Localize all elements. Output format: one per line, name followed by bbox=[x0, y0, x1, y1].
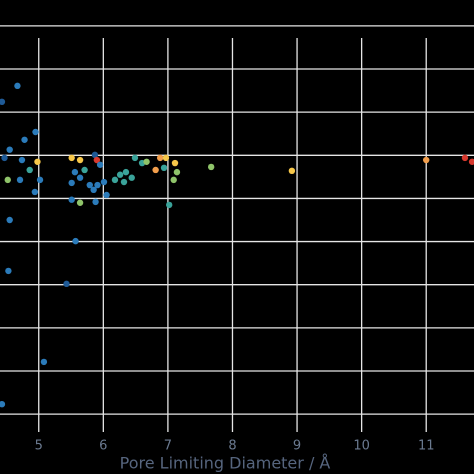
labels: 5 6 7 8 9 10 11 bbox=[35, 439, 435, 454]
point bbox=[14, 82, 21, 90]
point bbox=[76, 156, 84, 164]
point bbox=[165, 201, 173, 209]
point bbox=[131, 154, 139, 162]
point bbox=[120, 178, 128, 186]
grid bbox=[0, 25, 474, 432]
point bbox=[32, 128, 39, 136]
point bbox=[71, 168, 79, 176]
point bbox=[16, 176, 24, 184]
x-tick-label: 7 bbox=[164, 439, 172, 454]
point bbox=[90, 186, 97, 194]
point bbox=[468, 158, 474, 165]
point bbox=[21, 136, 28, 143]
x-tick-label: 6 bbox=[99, 439, 107, 454]
point bbox=[91, 151, 99, 159]
point bbox=[76, 174, 84, 181]
point bbox=[288, 167, 296, 175]
point bbox=[128, 174, 135, 181]
point bbox=[4, 176, 11, 184]
point bbox=[63, 280, 70, 288]
point bbox=[76, 199, 84, 206]
point bbox=[1, 154, 8, 162]
x-tick-label: 11 bbox=[418, 439, 435, 454]
point bbox=[0, 400, 6, 408]
point bbox=[94, 181, 101, 189]
point bbox=[207, 163, 215, 171]
point bbox=[0, 98, 6, 106]
point bbox=[92, 198, 99, 206]
point bbox=[160, 164, 168, 172]
x-axis-title: Pore Limiting Diameter / Å bbox=[120, 454, 331, 473]
point bbox=[81, 166, 88, 174]
point bbox=[96, 161, 104, 168]
point bbox=[36, 176, 44, 184]
point bbox=[170, 176, 177, 184]
point bbox=[122, 168, 130, 176]
point bbox=[111, 176, 119, 184]
point bbox=[68, 154, 75, 162]
point bbox=[461, 154, 469, 162]
point bbox=[34, 158, 41, 165]
point bbox=[173, 168, 181, 176]
point bbox=[6, 146, 13, 153]
point bbox=[68, 179, 75, 187]
x-tick-label: 5 bbox=[35, 439, 43, 454]
point bbox=[162, 154, 170, 162]
point bbox=[100, 178, 108, 186]
point bbox=[18, 156, 26, 164]
point bbox=[31, 188, 39, 196]
point bbox=[40, 358, 48, 366]
point bbox=[6, 216, 13, 224]
point bbox=[143, 158, 150, 165]
point bbox=[68, 196, 75, 203]
point bbox=[116, 171, 124, 178]
point bbox=[26, 166, 33, 174]
point bbox=[423, 156, 430, 164]
x-tick-label: 8 bbox=[228, 439, 236, 454]
x-tick-label: 9 bbox=[293, 439, 301, 454]
point bbox=[156, 154, 164, 162]
point bbox=[93, 156, 101, 164]
point bbox=[171, 159, 179, 167]
points bbox=[0, 82, 474, 408]
point bbox=[103, 191, 110, 199]
point bbox=[72, 237, 79, 245]
x-tick-label: 10 bbox=[353, 439, 370, 454]
point bbox=[5, 267, 12, 275]
point bbox=[152, 166, 159, 174]
point bbox=[86, 181, 93, 189]
